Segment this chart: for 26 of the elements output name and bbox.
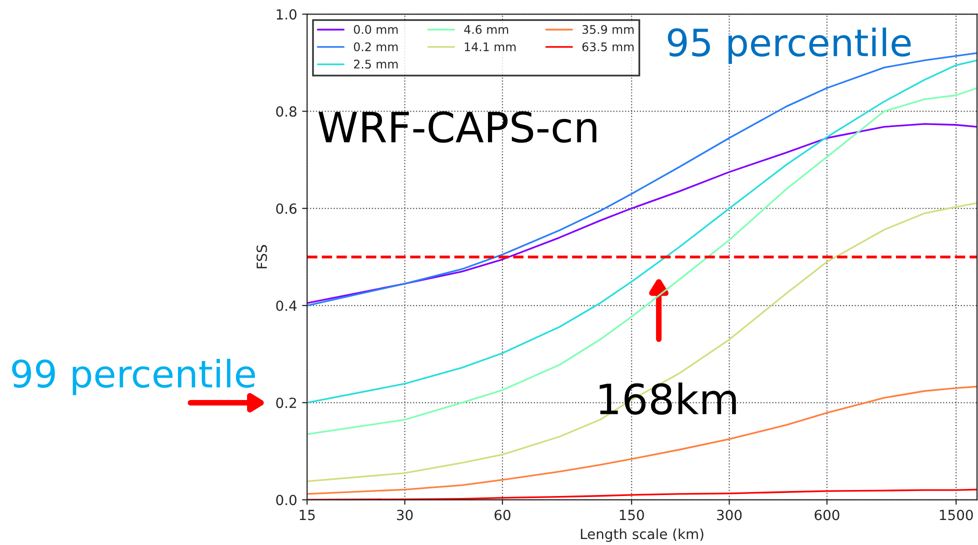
- y-tick-label: 0.0: [276, 494, 296, 506]
- y-axis-title: FSS: [256, 245, 268, 268]
- annotation: WRF-CAPS-cn: [318, 111, 596, 143]
- legend-label: 2.5 mm: [354, 60, 398, 69]
- x-tick-label: 15: [300, 510, 315, 520]
- annotation: 168km: [600, 382, 736, 415]
- x-tick-label: 30: [397, 510, 413, 520]
- x-tick-label: 1500: [940, 510, 973, 520]
- legend-label: 63.5 mm: [582, 42, 634, 52]
- annotation: 95 percentile: [668, 28, 911, 64]
- x-tick-label: 150: [620, 510, 644, 520]
- text: 99 percentile: [12, 358, 255, 396]
- x-tick-label: 600: [814, 510, 840, 520]
- x-tick-label: 300: [717, 510, 742, 520]
- legend-label: 0.0 mm: [354, 25, 398, 34]
- x-tick-label: 60: [494, 510, 510, 520]
- y-tick-label: 1.0: [276, 9, 296, 20]
- legend-label: 35.9 mm: [582, 25, 634, 34]
- y-tick-label: 0.8: [276, 106, 296, 117]
- legend-label: 4.6 mm: [464, 25, 508, 34]
- legend-label: 0.2 mm: [354, 42, 398, 52]
- legend-label: 14.1 mm: [464, 42, 516, 52]
- y-tick-label: 0.6: [276, 203, 296, 214]
- y-tick-label: 0.2: [276, 398, 296, 408]
- y-tick-label: 0.4: [276, 300, 297, 311]
- x-axis-title: Length scale (km): [580, 528, 704, 542]
